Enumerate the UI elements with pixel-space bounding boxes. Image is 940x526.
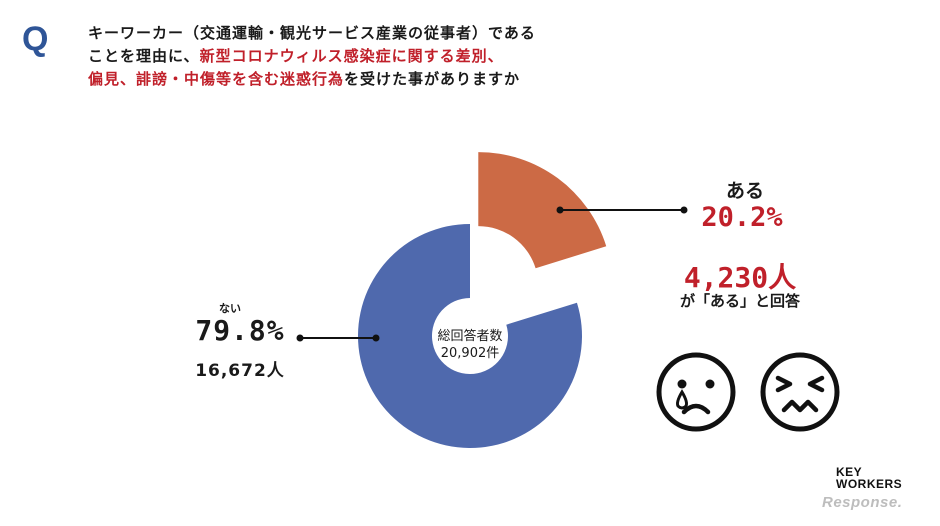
key-workers-logo: KEY WORKERS bbox=[836, 465, 903, 491]
question-line-1: キーワーカー（交通運輸・観光サービス産業の従事者）である bbox=[88, 24, 536, 42]
slice-label-aru: ある bbox=[725, 180, 764, 202]
leader-dot-nai bbox=[296, 334, 304, 342]
slice-nai bbox=[357, 224, 582, 448]
slice-percent-nai: 79.8% bbox=[195, 314, 285, 347]
question-text: キーワーカー（交通運輸・観光サービス産業の従事者）である ことを理由に、新型コロ… bbox=[88, 22, 648, 91]
slice-label-nai: ない bbox=[219, 302, 241, 315]
slice-percent-aru: 20.2% bbox=[701, 202, 783, 233]
center-value: 20,902件 bbox=[440, 346, 500, 361]
leader-dot-aru-end bbox=[680, 206, 688, 214]
question-line-3: 偏見、誹謗・中傷等を含む迷惑行為を受けた事がありますか bbox=[88, 70, 521, 88]
response-watermark: Response. bbox=[822, 494, 903, 511]
question-highlight-1: 新型コロナウィルス感染症に関する差別、 bbox=[199, 47, 504, 65]
frustrated-face-icon bbox=[760, 352, 840, 432]
question-line-2: ことを理由に、新型コロナウィルス感染症に関する差別、 bbox=[88, 47, 504, 65]
slice-count-aru: 4,230人 bbox=[683, 261, 797, 294]
crying-face-icon bbox=[656, 352, 736, 432]
leader-dot-aru bbox=[556, 206, 564, 214]
question-highlight-2: 偏見、誹謗・中傷等を含む迷惑行為 bbox=[88, 70, 345, 88]
leader-dot-nai-end bbox=[372, 334, 380, 342]
slice-count-nai: 16,672人 bbox=[195, 361, 285, 381]
center-label: 総回答者数 bbox=[437, 329, 503, 344]
aru-annotation: が「ある」と回答 bbox=[679, 292, 800, 310]
slice-aru bbox=[478, 152, 607, 269]
question-mark: Q bbox=[22, 20, 49, 58]
